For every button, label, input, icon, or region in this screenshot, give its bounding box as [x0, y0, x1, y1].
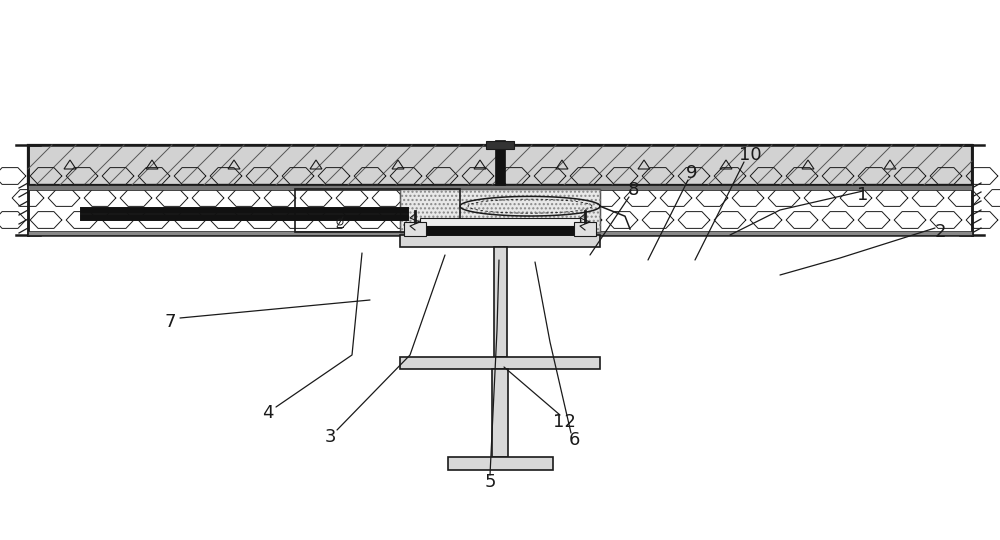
Text: 10: 10	[739, 146, 761, 164]
Bar	[404, 222, 426, 236]
Bar	[495, 140, 505, 185]
Text: 2: 2	[934, 223, 946, 241]
Bar	[28, 185, 972, 235]
Bar	[400, 189, 600, 232]
Bar	[574, 222, 596, 236]
Text: 12: 12	[553, 413, 575, 431]
Text: 4: 4	[262, 404, 274, 422]
Text: 5: 5	[484, 473, 496, 491]
Bar	[28, 185, 972, 190]
Text: 9: 9	[686, 164, 698, 182]
Text: 6: 6	[568, 431, 580, 449]
Text: 7: 7	[164, 313, 176, 331]
Bar	[494, 247, 507, 357]
Text: 8: 8	[627, 181, 639, 199]
Bar	[423, 226, 578, 235]
Bar	[486, 141, 514, 149]
Bar	[295, 189, 460, 232]
Bar	[28, 145, 972, 185]
Bar	[448, 457, 553, 470]
Bar	[400, 189, 600, 232]
Text: 1: 1	[857, 186, 869, 204]
Bar	[400, 357, 600, 369]
Bar	[400, 235, 600, 247]
Text: 3: 3	[324, 428, 336, 446]
Bar	[28, 231, 972, 235]
Bar	[492, 369, 508, 457]
Bar	[420, 218, 580, 226]
